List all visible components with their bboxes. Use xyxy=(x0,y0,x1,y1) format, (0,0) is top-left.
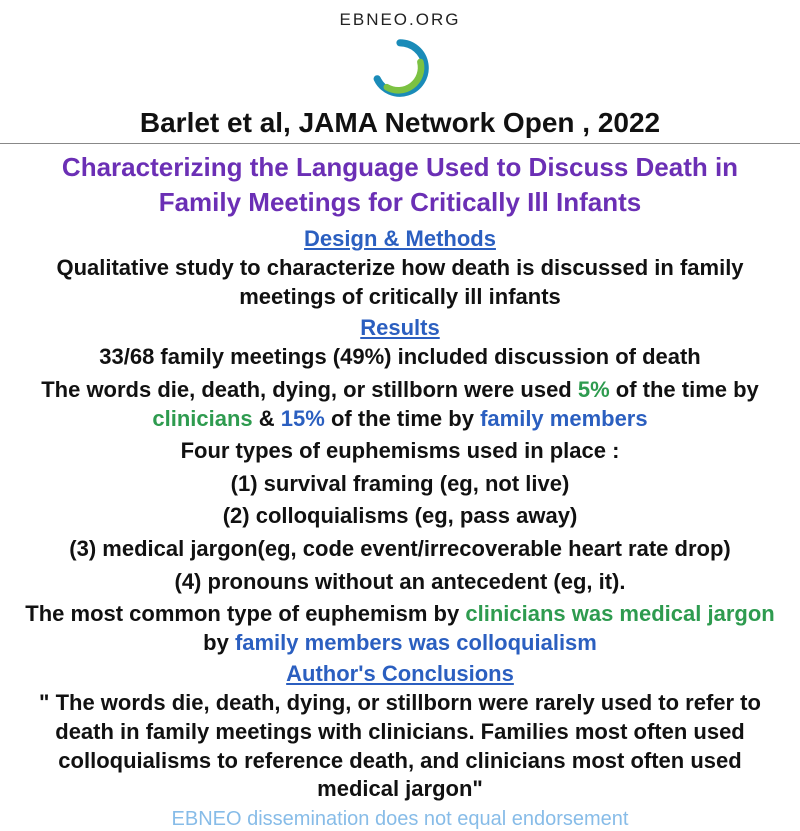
text-fragment: of the time by xyxy=(325,406,480,431)
euphemism-4: (4) pronouns without an antecedent (eg, … xyxy=(18,568,782,597)
text-fragment: The words die, death, dying, or stillbor… xyxy=(41,377,578,402)
results-line1: 33/68 family meetings (49%) included dis… xyxy=(18,343,782,372)
divider xyxy=(0,143,800,144)
design-heading: Design & Methods xyxy=(0,226,800,252)
article-title: Characterizing the Language Used to Disc… xyxy=(30,150,770,220)
conclusions-text: " The words die, death, dying, or stillb… xyxy=(18,689,782,803)
pct-clinicians: 5% xyxy=(578,377,610,402)
clinicians-label: clinicians xyxy=(152,406,252,431)
results-line4: The most common type of euphemism by cli… xyxy=(18,600,782,657)
text-fragment: by xyxy=(203,630,235,655)
disclaimer: EBNEO dissemination does not equal endor… xyxy=(0,808,800,831)
conclusions-heading: Author's Conclusions xyxy=(0,661,800,687)
design-text: Qualitative study to characterize how de… xyxy=(18,254,782,311)
logo xyxy=(370,38,430,103)
euphemism-2: (2) colloquialisms (eg, pass away) xyxy=(18,502,782,531)
results-heading: Results xyxy=(0,315,800,341)
euphemism-3: (3) medical jargon(eg, code event/irreco… xyxy=(18,535,782,564)
logo-icon xyxy=(370,38,430,98)
text-fragment: The most common type of euphemism by xyxy=(25,601,465,626)
clinicians-euphemism: clinicians was medical jargon xyxy=(465,601,774,626)
pct-family: 15% xyxy=(281,406,325,431)
euphemism-1: (1) survival framing (eg, not live) xyxy=(18,470,782,499)
family-euphemism: family members was colloquialism xyxy=(235,630,597,655)
text-fragment: & xyxy=(253,406,281,431)
family-label: family members xyxy=(480,406,648,431)
euphemism-intro: Four types of euphemisms used in place : xyxy=(18,437,782,466)
results-line2: The words die, death, dying, or stillbor… xyxy=(18,376,782,433)
text-fragment: of the time by xyxy=(610,377,759,402)
site-label: EBNEO.ORG xyxy=(0,10,800,30)
citation: Barlet et al, JAMA Network Open , 2022 xyxy=(0,107,800,139)
